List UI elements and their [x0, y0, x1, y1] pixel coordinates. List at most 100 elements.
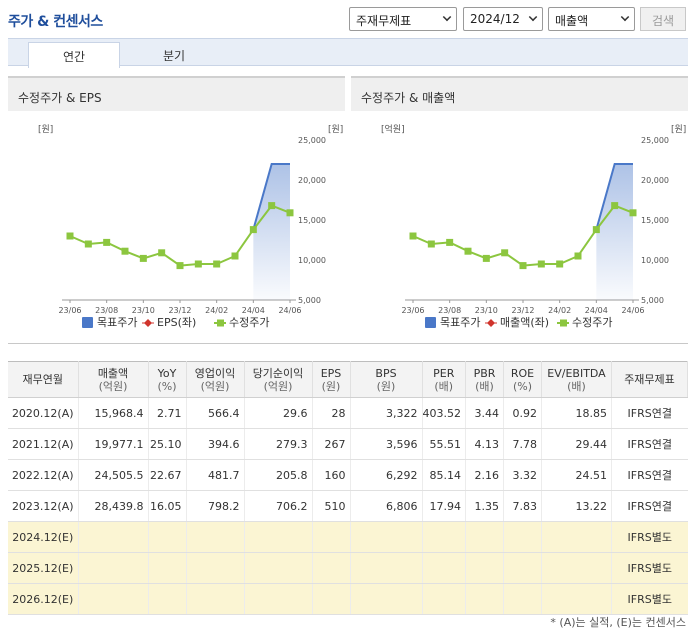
target-price-line: [252, 163, 290, 230]
x-tick-label: 24/04: [242, 306, 265, 315]
value-cell: [78, 552, 149, 584]
value-cell: [148, 583, 187, 615]
y-tick-label: 15,000: [641, 216, 669, 225]
search-button[interactable]: 검색: [640, 7, 686, 31]
x-tick-label: 23/06: [58, 306, 81, 315]
legend-price-label: 수정주가: [572, 316, 612, 329]
price-point: [139, 254, 147, 262]
table-row: 2020.12(A) 15,968.4 2.71 566.4 29.6 28 3,322 40…: [8, 397, 688, 429]
tab-quarterly[interactable]: 분기: [162, 49, 186, 63]
value-cell: 24,505.5: [78, 459, 149, 491]
value-cell: [312, 552, 351, 584]
column-header-label: 주재무제표: [624, 373, 675, 386]
x-tick-label: 23/06: [401, 306, 424, 315]
column-header-unit: (원): [321, 379, 341, 393]
legend-price-marker: [217, 319, 224, 327]
statement-type-cell: IFRS연결: [611, 428, 688, 460]
price-point: [213, 260, 221, 268]
value-cell: 7.83: [503, 490, 542, 522]
value-cell: [148, 521, 187, 553]
chart-panel-sales: 수정주가 & 매출액 [억원] [원] 25,000 20,000 15,000 10,0…: [351, 76, 688, 338]
period-select[interactable]: 2024/12: [463, 7, 543, 31]
legend-left-marker: [487, 319, 495, 327]
value-cell: [350, 521, 423, 553]
column-header-label: PER: [433, 366, 455, 380]
price-point: [427, 240, 435, 248]
table-row: 2024.12(E) IFRS별도: [8, 521, 688, 553]
x-tick-label: 24/02: [548, 306, 571, 315]
chevron-down-icon: [442, 12, 452, 22]
page-title: 주가 & 컨센서스: [8, 14, 103, 30]
column-header: 매출액 (억원): [78, 361, 149, 398]
legend-target-label: 목표주가: [440, 316, 480, 329]
value-cell: 55.51: [422, 428, 466, 460]
column-header: 영업이익 (억원): [186, 361, 245, 398]
value-cell: 15,968.4: [78, 397, 149, 429]
column-header-unit: (원): [376, 379, 396, 393]
column-header: YoY (%): [148, 361, 187, 398]
column-header-label: 영업이익: [194, 366, 236, 380]
value-cell: 279.3: [244, 428, 313, 460]
statement-select[interactable]: 주재무제표: [349, 7, 457, 31]
chevron-down-icon: [620, 12, 630, 22]
value-cell: 3,322: [350, 397, 423, 429]
y-tick-label: 5,000: [641, 296, 664, 305]
legend-left-marker: [144, 319, 152, 327]
left-axis-unit: [원]: [38, 124, 53, 135]
value-cell: 4.13: [465, 428, 504, 460]
statement-type-cell: IFRS연결: [611, 397, 688, 429]
legend-target-label: 목표주가: [97, 316, 137, 329]
price-point: [537, 260, 545, 268]
price-point: [103, 238, 111, 246]
value-cell: [186, 552, 245, 584]
value-cell: [541, 552, 612, 584]
column-header-label: EV/EBITDA: [547, 366, 606, 380]
legend-target-swatch: [425, 317, 436, 328]
value-cell: [465, 583, 504, 615]
value-cell: 205.8: [244, 459, 313, 491]
price-point: [611, 202, 619, 210]
value-cell: 3.44: [465, 397, 504, 429]
value-cell: 17.94: [422, 490, 466, 522]
period-cell: 2024.12(E): [8, 521, 79, 553]
value-cell: 3,596: [350, 428, 423, 460]
x-tick-label: 23/08: [95, 306, 118, 315]
column-header: 주재무제표: [611, 361, 688, 398]
value-cell: 2.16: [465, 459, 504, 491]
tab-annual[interactable]: 연간: [28, 42, 120, 68]
value-cell: [186, 583, 245, 615]
y-tick-label: 25,000: [298, 136, 326, 145]
value-cell: 403.52: [422, 397, 466, 429]
value-cell: 85.14: [422, 459, 466, 491]
period-cell: 2022.12(A): [8, 459, 79, 491]
value-cell: [350, 552, 423, 584]
metric-select-value: 매출액: [555, 14, 589, 28]
value-cell: 13.22: [541, 490, 612, 522]
value-cell: 25.10: [148, 428, 187, 460]
metric-select[interactable]: 매출액: [548, 7, 635, 31]
chart-title: 수정주가 & 매출액: [351, 76, 688, 111]
x-tick-label: 23/12: [168, 306, 191, 315]
value-cell: [350, 583, 423, 615]
table-row: 2026.12(E) IFRS별도: [8, 583, 688, 615]
value-cell: [148, 552, 187, 584]
legend-left-label: 매출액(좌): [500, 316, 549, 329]
statement-type-cell: IFRS별도: [611, 552, 688, 584]
chevron-down-icon: [528, 12, 538, 22]
column-header: EPS (원): [312, 361, 351, 398]
value-cell: [422, 583, 466, 615]
period-cell: 2023.12(A): [8, 490, 79, 522]
value-cell: 798.2: [186, 490, 245, 522]
value-cell: 6,292: [350, 459, 423, 491]
value-cell: 3.32: [503, 459, 542, 491]
price-point: [66, 232, 74, 240]
value-cell: 267: [312, 428, 351, 460]
table-row: 2023.12(A) 28,439.8 16.05 798.2 706.2 510 6,80…: [8, 490, 688, 522]
value-cell: [186, 521, 245, 553]
value-cell: [244, 521, 313, 553]
period-tabs: 연간 분기: [8, 38, 688, 68]
column-header-label: 재무연월: [22, 373, 63, 386]
value-cell: [422, 552, 466, 584]
price-point: [409, 232, 417, 240]
x-tick-label: 23/10: [475, 306, 498, 315]
